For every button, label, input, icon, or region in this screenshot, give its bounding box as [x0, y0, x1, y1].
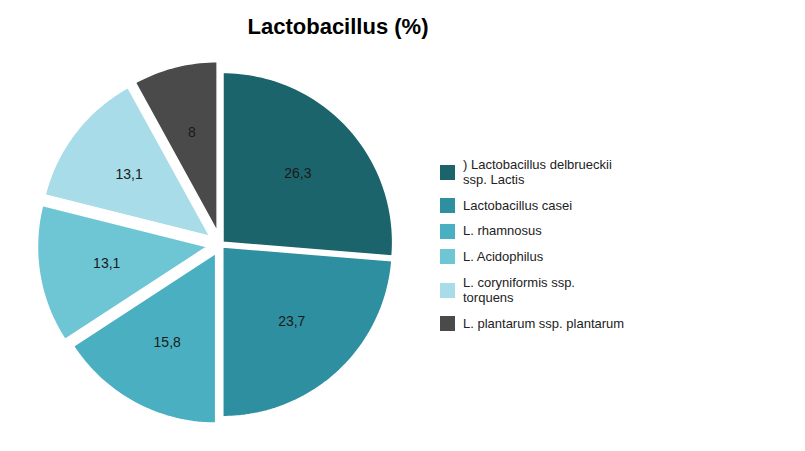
- html-text:) Lactobacillus delbrueckii ss: ) Lactobacillus delbrueckii ssp. Lactis: [463, 156, 612, 188]
- html-text:Lactobacillus (%): Lactobacillus (%): [247, 14, 429, 39]
- html-text:Lactobacillus casei: Lactobacillus casei: [463, 197, 573, 213]
- html-text:L. plantarum ssp. plantarum: L. plantarum ssp. plantarum: [463, 315, 625, 331]
- svg-text:13,1: 13,1: [116, 166, 143, 182]
- html-text:L. rhamnosus: L. rhamnosus: [463, 223, 542, 239]
- svg-text:23,7: 23,7: [278, 313, 305, 329]
- svg-text:26,3: 26,3: [284, 165, 311, 181]
- html-text:L. Acidophilus: L. Acidophilus: [463, 249, 544, 264]
- svg-text:8: 8: [188, 124, 196, 140]
- html-text:L. coryniformis ssp. torquens: L. coryniformis ssp. torquens: [463, 274, 575, 306]
- svg-text:13,1: 13,1: [93, 255, 120, 271]
- svg-text:15,8: 15,8: [154, 334, 181, 350]
